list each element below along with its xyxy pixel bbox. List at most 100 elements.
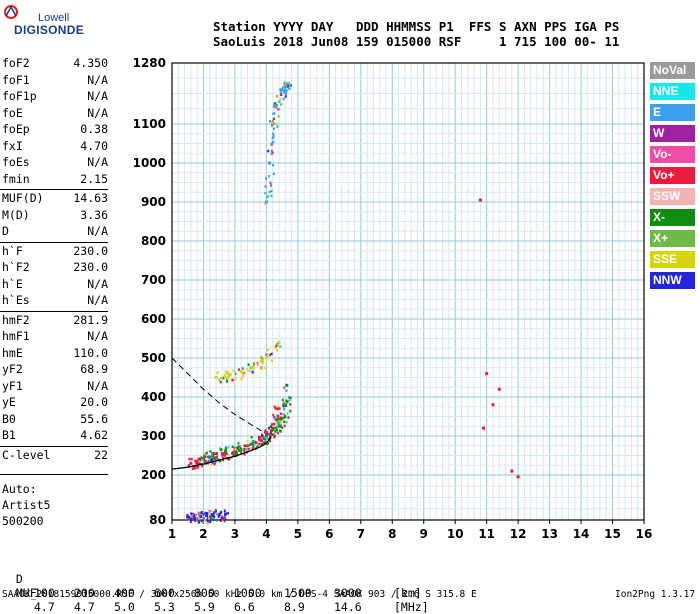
- y-tick-label: 80: [149, 513, 166, 527]
- echo-dot: [278, 100, 281, 103]
- param-row: fmin 2.15: [2, 172, 108, 188]
- footer-d-row: D 100 200 400 600 800 1000 1500 3000 [km]: [2, 558, 422, 600]
- data-point: [271, 122, 275, 126]
- echo-dot: [237, 442, 240, 445]
- echo-dot: [243, 371, 246, 375]
- echo-dot: [232, 454, 235, 457]
- echo-dot: [210, 458, 213, 462]
- data-point: [277, 340, 281, 344]
- echo-dot: [195, 517, 198, 521]
- echo-dot: [288, 398, 291, 402]
- data-point: [198, 457, 202, 461]
- data-point: [192, 515, 196, 519]
- x-tick-label: 7: [357, 527, 365, 541]
- echo-dot: [271, 151, 274, 154]
- echo-dot: [268, 190, 271, 194]
- echo-dot: [270, 423, 273, 426]
- footer-value: 800: [194, 586, 215, 600]
- echo-dot: [272, 135, 275, 139]
- echo-dot: [285, 89, 288, 92]
- echo-dot: [204, 453, 207, 456]
- echo-dot: [264, 430, 267, 434]
- x-tick-label: 5: [294, 527, 302, 541]
- echo-dot: [206, 512, 209, 516]
- echo-dot: [202, 516, 205, 520]
- echo-dot: [246, 439, 249, 443]
- echo-dot: [187, 517, 190, 521]
- param-key: yF1: [2, 378, 23, 393]
- echo-dot: [289, 403, 292, 406]
- echo-dot: [271, 142, 274, 146]
- echo-dot: [221, 458, 224, 462]
- echo-dot: [272, 163, 275, 167]
- data-point: [280, 88, 284, 92]
- echo-dot: [210, 516, 213, 519]
- y-tick-label: 700: [141, 273, 166, 287]
- echo-dot: [269, 120, 272, 123]
- echo-dot: [257, 435, 260, 439]
- echo-dot: [275, 103, 278, 107]
- echo-dot: [262, 359, 265, 363]
- echo-dot: [276, 422, 279, 425]
- echo-dot: [290, 84, 293, 87]
- echo-dot: [270, 184, 273, 188]
- echo-dot: [208, 456, 211, 460]
- echo-dot: [234, 448, 237, 451]
- param-row: foF1 N/A: [2, 73, 108, 89]
- echo-dot: [232, 452, 235, 456]
- echo-dot: [231, 378, 234, 382]
- autoscaler-label: Auto:: [2, 482, 37, 496]
- echo-dot: [221, 454, 224, 457]
- echo-dot: [217, 515, 220, 518]
- footer-value: 6.6: [234, 600, 255, 614]
- echo-dot: [248, 369, 251, 373]
- echo-dot: [269, 425, 272, 428]
- data-point: [186, 515, 190, 519]
- echo-dot: [202, 456, 205, 460]
- param-row: D N/A: [2, 224, 108, 240]
- echo-dot: [223, 519, 226, 523]
- legend-item: X-: [650, 209, 695, 226]
- echo-dot: [239, 447, 242, 450]
- echo-dot: [243, 447, 246, 451]
- footer-unit: [km]: [394, 586, 422, 600]
- echo-dot: [283, 420, 286, 424]
- echo-dot: [278, 425, 281, 428]
- echo-dot: [201, 464, 204, 468]
- footer-value: 3000: [334, 586, 362, 600]
- x-tick-label: 9: [420, 527, 428, 541]
- echo-dot: [259, 356, 262, 360]
- legend-item: Vo+: [650, 167, 695, 184]
- x-tick-label: 13: [541, 527, 558, 541]
- echo-dot: [282, 405, 285, 408]
- echo-dot: [211, 514, 214, 518]
- echo-dot: [196, 460, 199, 463]
- echo-dot: [200, 511, 203, 514]
- echo-dot: [187, 464, 190, 467]
- echo-dot: [281, 86, 284, 89]
- echo-dot: [197, 462, 200, 465]
- echo-dot: [253, 443, 256, 446]
- param-row: yE 20.0: [2, 395, 108, 411]
- echo-dot: [197, 520, 200, 524]
- echo-dot: [283, 386, 286, 389]
- param-value: 3.36: [80, 207, 108, 222]
- echo-dot: [286, 412, 289, 415]
- param-value: N/A: [87, 89, 108, 103]
- echo-dot: [276, 95, 279, 98]
- data-point: [264, 432, 268, 436]
- echo-dot: [266, 442, 269, 445]
- echo-dot: [268, 433, 271, 436]
- param-row: foF1p N/A: [2, 89, 108, 105]
- param-row: B0 55.6: [2, 412, 108, 428]
- echo-dot: [224, 370, 227, 373]
- echo-dot: [272, 122, 275, 125]
- echo-dot: [242, 448, 245, 451]
- echo-dot: [198, 513, 201, 517]
- y-tick-label: 1100: [133, 117, 166, 131]
- y-tick-label: 1280: [133, 56, 166, 70]
- echo-dot: [272, 413, 275, 417]
- echo-dot: [192, 517, 195, 521]
- echo-dot: [204, 511, 207, 515]
- echo-dot: [246, 368, 249, 371]
